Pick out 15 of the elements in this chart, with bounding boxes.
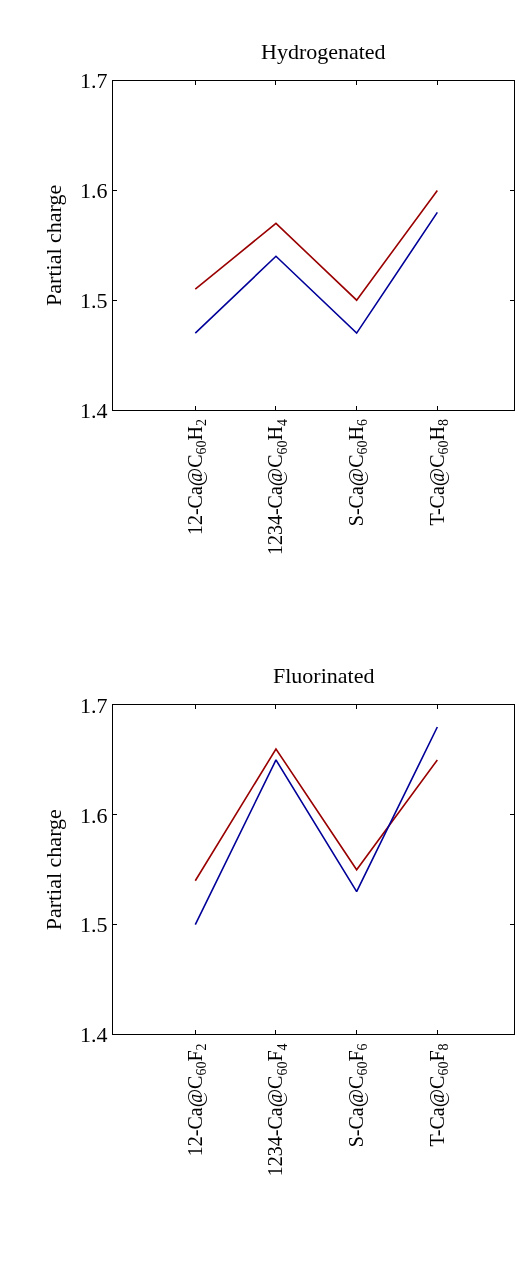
y-tick-label: 1.4 (80, 1022, 108, 1048)
line-series (194, 189, 439, 301)
y-tick-label: 1.4 (80, 397, 108, 423)
y-axis-title: Partial charge (40, 184, 66, 306)
chart-title: Hydrogenated (261, 39, 386, 64)
line-series (194, 748, 439, 882)
y-tick-label: 1.6 (80, 802, 108, 828)
y-tick-label: 1.5 (80, 287, 108, 313)
y-tick-label: 1.6 (80, 178, 108, 204)
y-tick-label: 1.5 (80, 912, 108, 938)
line-series (194, 726, 439, 926)
chart-title: Fluorinated (273, 663, 375, 688)
y-axis-title: Partial charge (40, 809, 66, 931)
y-tick-label: 1.7 (80, 692, 108, 718)
y-tick-label: 1.7 (80, 68, 108, 94)
